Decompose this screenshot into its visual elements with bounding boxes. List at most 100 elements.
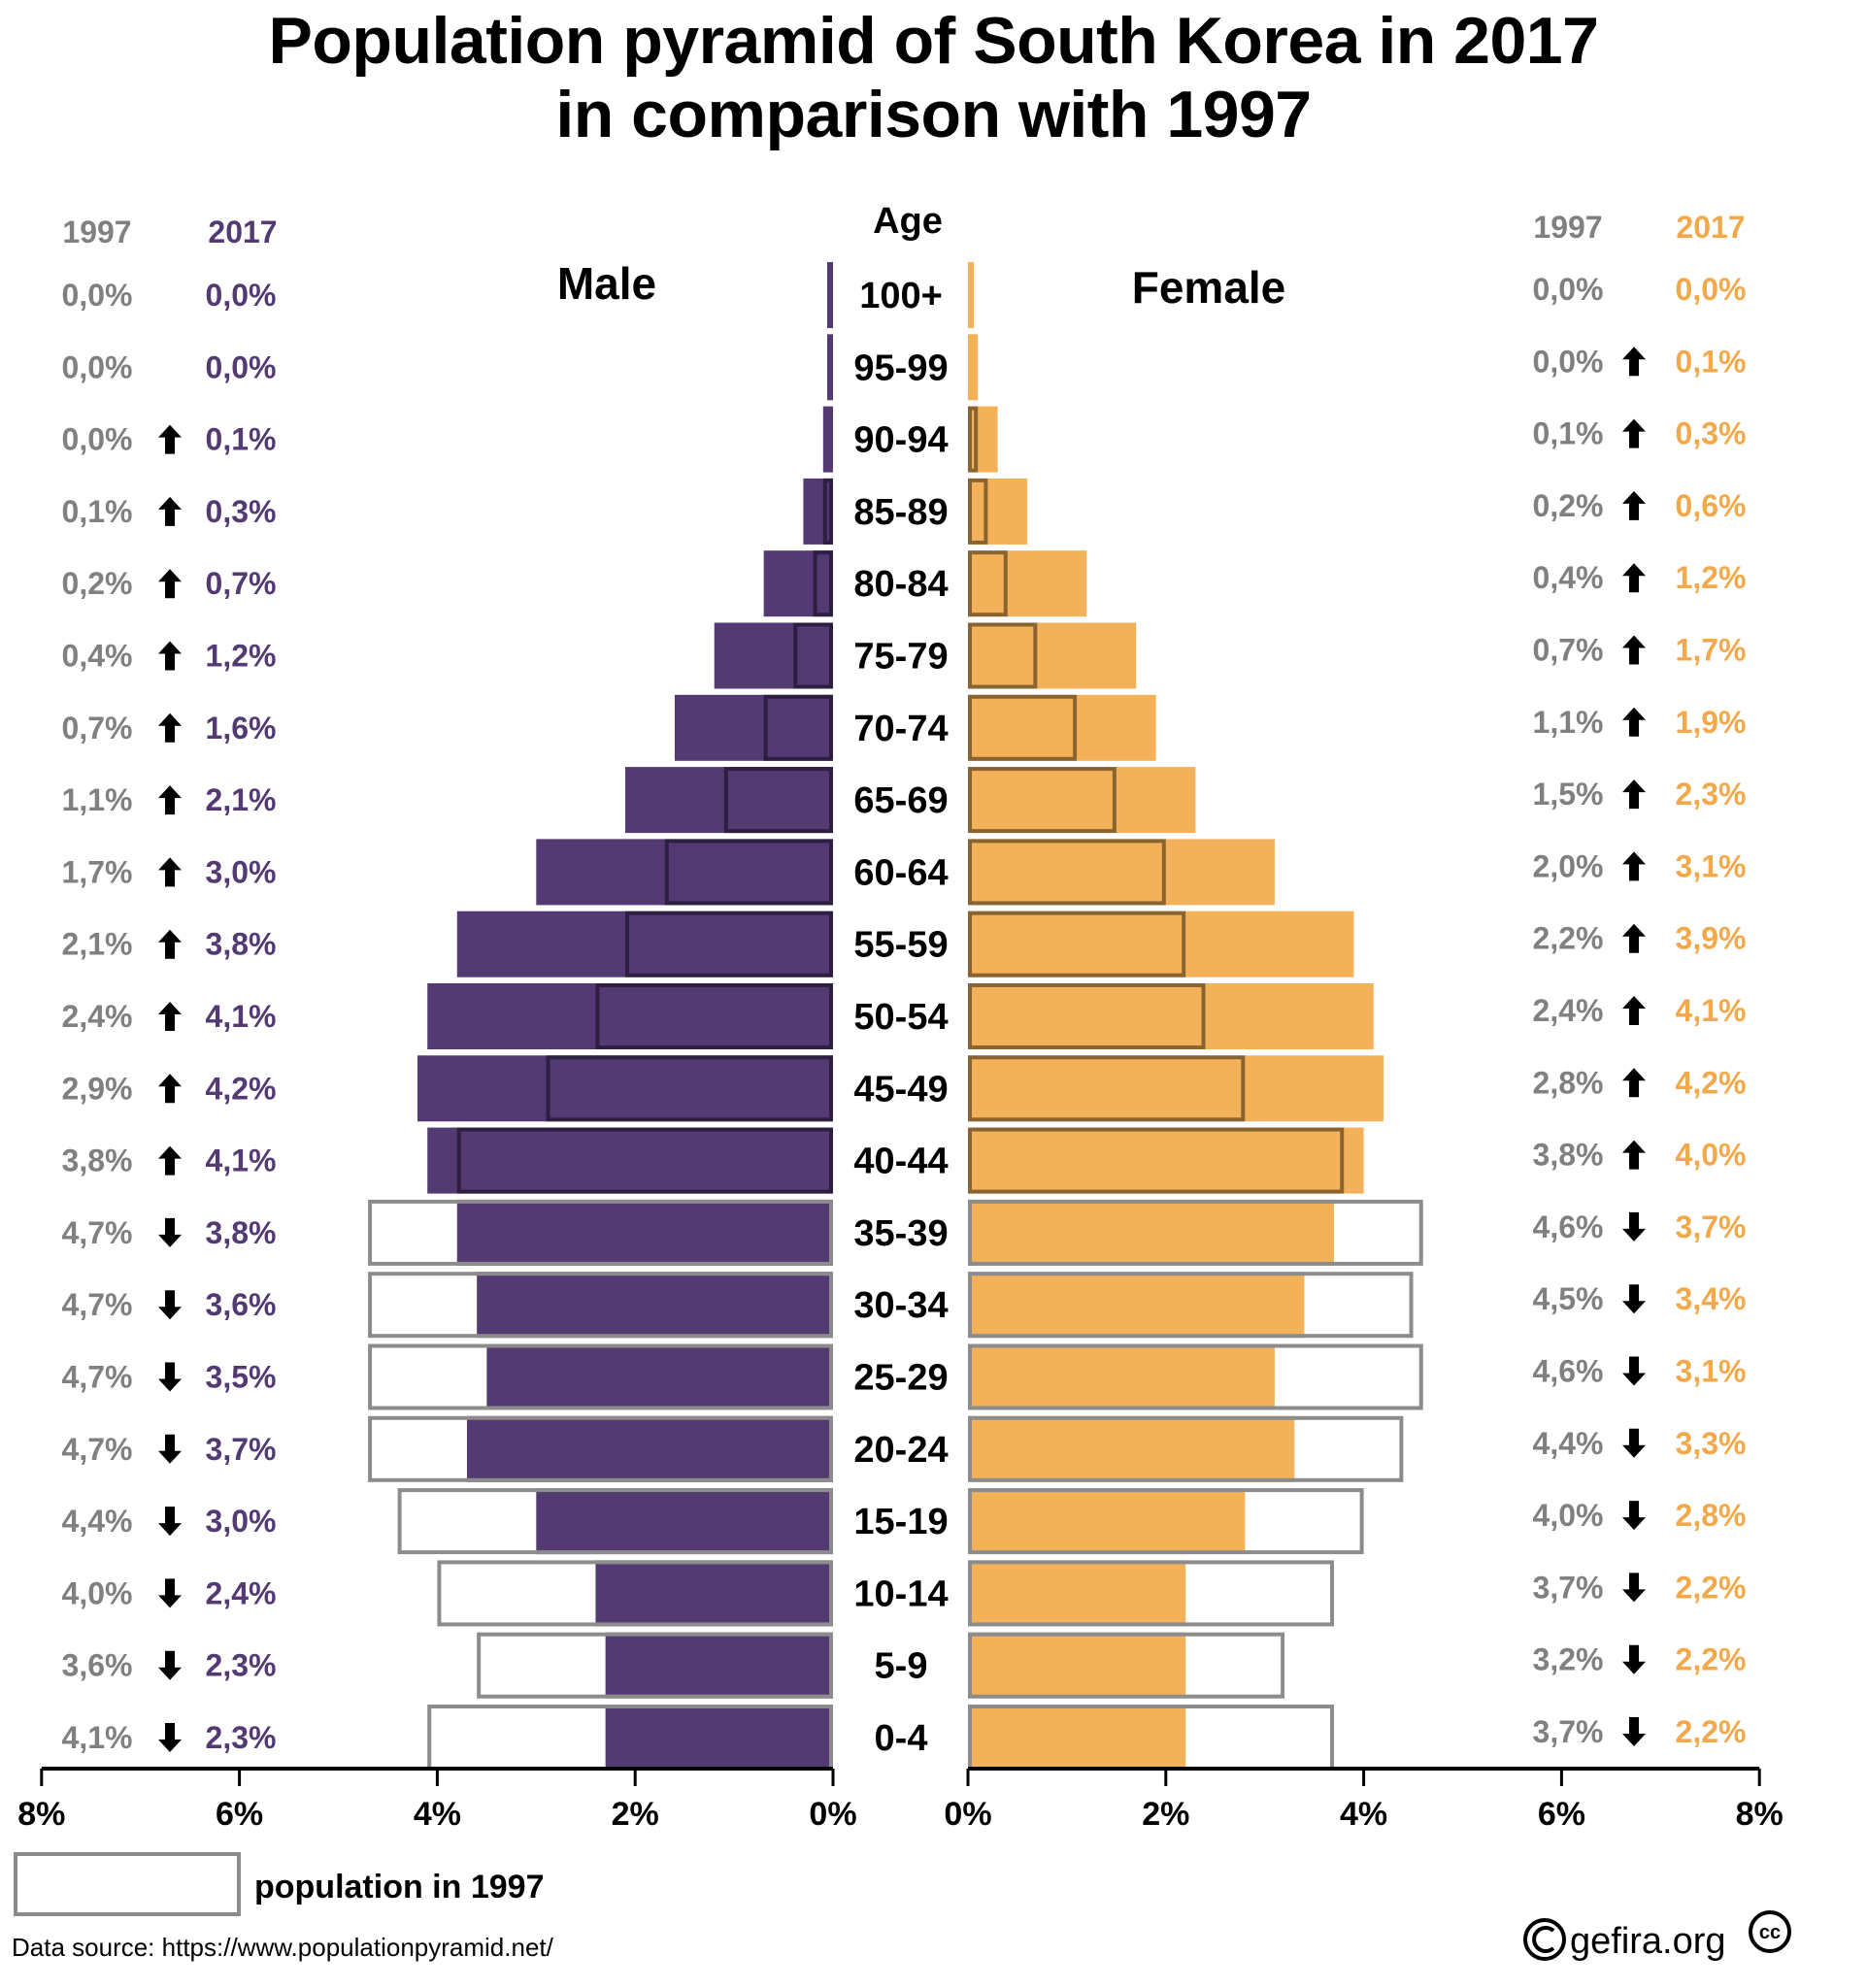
female-value-1997: 0,0%: [1533, 344, 1604, 379]
male-value-2017: 4,2%: [206, 1071, 277, 1106]
arrow-up-icon: [158, 1002, 182, 1031]
male-value-2017: 0,0%: [206, 278, 277, 313]
bar-female-2017: [968, 334, 979, 401]
male-value-2017: 3,8%: [206, 1215, 277, 1250]
female-value-1997: 1,1%: [1533, 705, 1604, 740]
arrow-down-icon: [158, 1290, 182, 1320]
age-group-label: 10-14: [853, 1574, 948, 1614]
bar-male-2017: [763, 550, 833, 617]
age-group-label: 100+: [859, 276, 943, 316]
male-x-tick-label: 2%: [612, 1796, 659, 1833]
age-group-label: 20-24: [853, 1430, 948, 1471]
outline-female-1997: [968, 767, 1117, 834]
arrow-down-icon: [1622, 1644, 1646, 1674]
arrow-up-icon: [158, 424, 182, 454]
bar-male-2017: [466, 1415, 833, 1482]
female-value-1997: 4,6%: [1533, 1354, 1604, 1389]
outline-female-1997: [968, 550, 1008, 617]
bar-female-2017: [968, 767, 1196, 834]
outline-male-1997: [793, 622, 833, 689]
arrow-up-icon: [158, 1145, 182, 1176]
arrow-up-icon: [1622, 779, 1646, 810]
data-source-text: Data source: https://www.populationpyram…: [12, 1933, 554, 1962]
male-value-2017: 3,0%: [206, 1504, 277, 1539]
male-value-1997: 4,1%: [62, 1720, 133, 1755]
male-value-1997: 4,7%: [62, 1215, 133, 1250]
arrow-up-icon: [1622, 563, 1646, 593]
bar-male-2017: [486, 1343, 833, 1410]
male-x-tick-label: 8%: [17, 1796, 65, 1833]
male-value-1997: 2,1%: [62, 927, 133, 962]
male-value-2017: 2,3%: [206, 1648, 277, 1683]
outline-male-1997: [397, 1488, 833, 1555]
female-value-2017: 0,6%: [1676, 488, 1747, 523]
male-value-2017: 4,1%: [206, 999, 277, 1034]
age-group-label: 75-79: [853, 637, 948, 678]
outline-male-1997: [813, 550, 833, 617]
age-axis-label: Age: [873, 201, 943, 242]
age-group-label: 15-19: [853, 1502, 948, 1542]
arrow-down-icon: [1622, 1717, 1646, 1746]
female-value-2017: 4,0%: [1676, 1138, 1747, 1173]
female-value-2017: 2,2%: [1676, 1642, 1747, 1677]
female-value-2017: 3,1%: [1676, 848, 1747, 883]
male-value-1997: 2,9%: [62, 1071, 133, 1106]
female-x-tick-label: 2%: [1142, 1796, 1189, 1833]
bar-female-2017: [968, 1705, 1186, 1771]
female-value-1997: 2,8%: [1533, 1065, 1604, 1100]
outline-female-1997: [968, 1127, 1345, 1194]
male-value-1997: 4,7%: [62, 1287, 133, 1322]
arrow-down-icon: [158, 1578, 182, 1608]
bar-female-2017: [968, 1199, 1335, 1266]
arrow-down-icon: [158, 1650, 182, 1680]
bar-female-2017: [968, 550, 1087, 617]
bar-male-2017: [827, 262, 833, 328]
male-value-2017: 0,1%: [206, 422, 277, 457]
male-value-2017: 2,4%: [206, 1575, 277, 1610]
female-value-2017: 1,7%: [1676, 633, 1747, 668]
arrow-up-icon: [1622, 490, 1646, 520]
age-group-label: 40-44: [853, 1142, 948, 1182]
male-value-1997: 0,0%: [62, 278, 133, 313]
arrow-down-icon: [1622, 1211, 1646, 1242]
age-group-label: 50-54: [853, 997, 948, 1038]
arrow-up-icon: [1622, 923, 1646, 953]
female-value-1997: 4,4%: [1533, 1426, 1604, 1461]
age-group-label: 95-99: [853, 348, 948, 388]
outline-male-1997: [368, 1343, 833, 1410]
bar-female-2017: [968, 1560, 1186, 1627]
bar-male-2017: [427, 1127, 833, 1194]
male-value-1997: 0,1%: [62, 494, 133, 529]
female-value-1997: 4,5%: [1533, 1281, 1604, 1316]
bar-male-2017: [477, 1272, 833, 1339]
age-group-label: 35-39: [853, 1213, 948, 1254]
bar-female-2017: [968, 694, 1156, 761]
female-value-1997: 2,4%: [1533, 993, 1604, 1028]
value-labels-layer: 0,0% 0,0% 0,0% 0,0% 0,0% 0,0% 0,0% 0,1% 0,0% 0,1%…: [62, 272, 1747, 1755]
bar-male-2017: [803, 478, 833, 545]
arrow-up-icon: [1622, 347, 1646, 377]
outline-female-1997: [968, 406, 979, 473]
female-value-1997: 3,2%: [1533, 1642, 1604, 1677]
male-value-2017: 4,1%: [206, 1143, 277, 1178]
bar-male-2017: [456, 1199, 833, 1266]
bars-layer: [417, 262, 1384, 1771]
female-value-1997: 3,7%: [1533, 1714, 1604, 1749]
legend: population in 1997: [14, 1852, 544, 1916]
outline-male-1997: [664, 839, 834, 906]
outline-female-1997: [968, 1632, 1285, 1699]
female-x-tick-label: 6%: [1538, 1796, 1585, 1833]
male-value-2017: 1,2%: [206, 639, 277, 674]
bar-male-2017: [595, 1560, 833, 1627]
male-value-2017: 3,7%: [206, 1432, 277, 1467]
male-value-2017: 3,0%: [206, 854, 277, 889]
male-value-1997: 4,7%: [62, 1432, 133, 1467]
female-value-1997: 0,1%: [1533, 416, 1604, 451]
bar-female-2017: [968, 983, 1374, 1049]
outline-male-1997: [763, 694, 833, 761]
arrow-up-icon: [1622, 996, 1646, 1025]
male-x-tick-label: 0%: [809, 1796, 856, 1833]
female-value-2017: 0,1%: [1676, 344, 1747, 379]
outline-female-1997: [968, 1488, 1364, 1555]
